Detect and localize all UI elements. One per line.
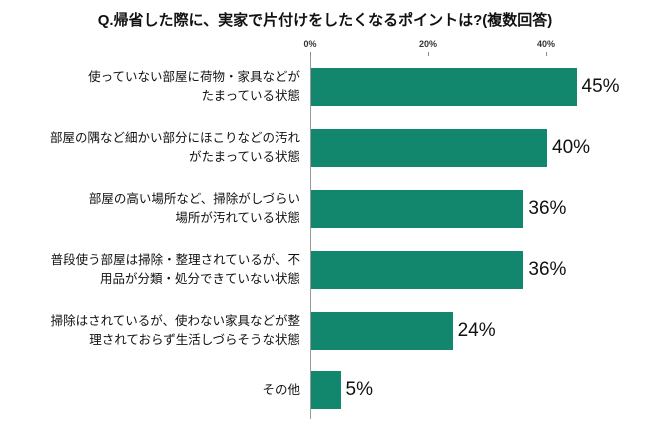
bar-area: 24% xyxy=(310,300,650,361)
x-tick-0: 0% xyxy=(303,39,317,49)
x-tickmark-40 xyxy=(546,52,547,56)
category-label: 普段使う部屋は掃除・整理されているが、不 用品が分類・処分できていない状態 xyxy=(50,252,300,286)
bar-rows: 使っていない部屋に荷物・家具などが たまっている状態 45% 部屋の隅など細かい… xyxy=(0,56,650,419)
bar-row: 部屋の隅など細かい部分にほこりなどの汚れ がたまっている状態 40% xyxy=(0,117,650,178)
x-axis: 0% 20% 40% xyxy=(0,32,650,56)
bar-area: 36% xyxy=(310,239,650,300)
bar-row: その他 5% xyxy=(0,361,650,419)
bar-area: 36% xyxy=(310,178,650,239)
x-tickmark-20 xyxy=(428,52,429,56)
x-tick-20: 20% xyxy=(418,39,438,49)
category-label: 部屋の高い場所など、掃除がしづらい 場所が汚れている状態 xyxy=(88,191,300,225)
value-label: 36% xyxy=(528,197,567,219)
bar-row: 部屋の高い場所など、掃除がしづらい 場所が汚れている状態 36% xyxy=(0,178,650,239)
bar-area: 5% xyxy=(310,361,650,419)
value-label: 24% xyxy=(457,319,496,341)
bar-row: 掃除はされているが、使わない家具などが整 理されておらず生活しづらそうな状態 2… xyxy=(0,300,650,361)
bar xyxy=(311,67,577,106)
category-label: 使っていない部屋に荷物・家具などが たまっている状態 xyxy=(88,69,300,103)
bar xyxy=(311,128,547,167)
category-label: 部屋の隅など細かい部分にほこりなどの汚れ がたまっている状態 xyxy=(49,130,300,164)
x-axis-area: 0% 20% 40% xyxy=(303,32,650,56)
x-tickmark-0 xyxy=(310,52,311,56)
chart-title: Q.帰省した際に、実家で片付けをしたくなるポイントは?(複数回答) xyxy=(97,12,553,29)
value-label: 40% xyxy=(552,136,591,158)
bar-area: 40% xyxy=(310,117,650,178)
value-label: 45% xyxy=(581,75,620,97)
category-label: 掃除はされているが、使わない家具などが整 理されておらず生活しづらそうな状態 xyxy=(50,313,300,347)
value-label: 5% xyxy=(345,379,373,400)
value-label: 36% xyxy=(528,258,567,280)
bar xyxy=(311,371,341,409)
bar-area: 45% xyxy=(310,56,650,117)
axis-label-spacer xyxy=(0,32,310,56)
bar-row: 普段使う部屋は掃除・整理されているが、不 用品が分類・処分できていない状態 36… xyxy=(0,239,650,300)
bar xyxy=(311,250,524,289)
bar xyxy=(311,311,453,350)
category-label: その他 xyxy=(262,382,300,397)
bar-row: 使っていない部屋に荷物・家具などが たまっている状態 45% xyxy=(0,56,650,117)
bar xyxy=(311,189,524,228)
x-tick-40: 40% xyxy=(536,39,556,49)
